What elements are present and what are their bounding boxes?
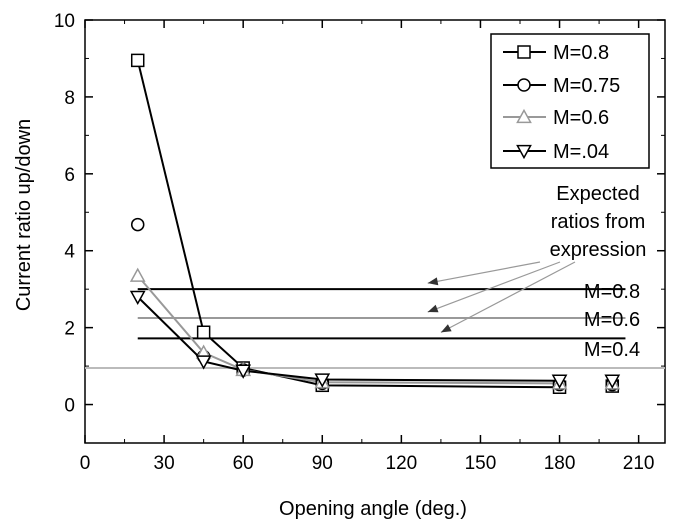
reference-line-labels: M=0.8 M=0.6 M=0.4 [584, 281, 640, 361]
x-tick-label: 60 [233, 453, 254, 474]
x-tick-label: 150 [465, 453, 497, 474]
data-point [129, 290, 146, 306]
legend-label-m004: M=.04 [553, 141, 609, 163]
plot-frame [84, 19, 666, 444]
data-point [129, 267, 146, 282]
x-tick-label: 210 [623, 453, 655, 474]
y-tick-label: 10 [54, 11, 75, 32]
legend-marker [516, 144, 532, 160]
y-tick-label: 0 [64, 396, 75, 417]
annotation-arrows [427, 261, 576, 333]
annotation-arrow [440, 261, 576, 333]
data-point [130, 53, 145, 68]
legend-label-m06: M=0.6 [553, 107, 609, 129]
annotation-line-1: Expected [556, 183, 639, 205]
legend-label-m075: M=0.75 [553, 75, 620, 97]
x-tick-label: 90 [312, 453, 333, 474]
legend-marker [516, 108, 532, 124]
ref-label-m04: M=0.4 [584, 339, 640, 361]
annotation-arrow [427, 261, 541, 284]
annotation-line-2: ratios from [551, 211, 645, 233]
plot-area [84, 19, 666, 444]
x-tick-label: 0 [80, 453, 91, 474]
ref-label-m08: M=0.8 [584, 281, 640, 303]
data-point [604, 374, 621, 389]
data-point [235, 364, 252, 379]
series-markers [129, 53, 621, 394]
y-tick-label: 8 [64, 88, 75, 109]
x-tick-label: 120 [386, 453, 418, 474]
legend-label-m08: M=0.8 [553, 42, 609, 64]
y-tick-label: 4 [64, 242, 75, 263]
annotation-text: Expected ratios from expression [550, 183, 647, 261]
data-point [551, 374, 568, 389]
y-tick-label: 6 [64, 165, 75, 186]
x-axis-ticks: 0 30 60 90 120 150 180 210 [80, 20, 655, 474]
data-point [196, 325, 211, 340]
annotation-arrowhead [427, 304, 439, 313]
data-point [130, 217, 145, 232]
x-tick-label: 30 [154, 453, 175, 474]
annotation-line-3: expression [550, 239, 647, 261]
legend-swatches [503, 45, 546, 160]
data-point [314, 373, 331, 388]
annotation-arrowhead [427, 277, 439, 286]
legend-marker [517, 78, 531, 92]
legend-marker [517, 45, 531, 59]
y-axis-label: Current ratio up/down [13, 119, 35, 311]
x-tick-label: 180 [544, 453, 576, 474]
reference-lines [85, 288, 665, 370]
annotation-arrow [427, 261, 561, 313]
ref-label-m06: M=0.6 [584, 309, 640, 331]
x-axis-label: Opening angle (deg.) [279, 498, 467, 520]
y-axis-ticks: 0 2 4 6 8 10 [54, 11, 665, 444]
data-point [195, 355, 212, 370]
annotation-arrowhead [440, 324, 452, 333]
legend: M=0.8 M=0.75 M=0.6 M=.04 [490, 33, 650, 169]
y-tick-label: 2 [64, 319, 75, 340]
